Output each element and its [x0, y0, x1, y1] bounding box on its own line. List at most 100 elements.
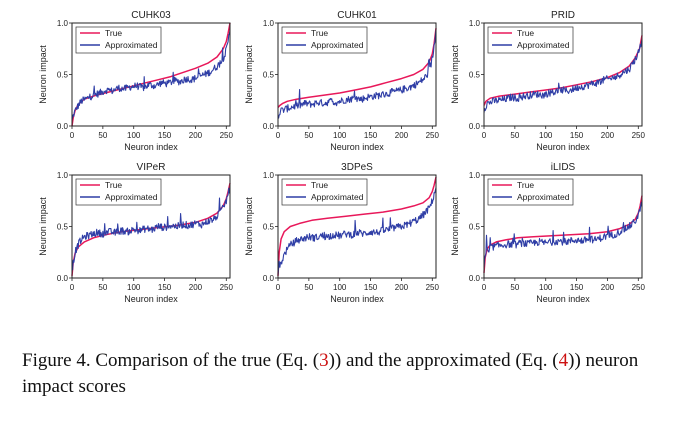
x-axis-label: Neuron index [330, 294, 384, 304]
x-tick-label: 0 [70, 283, 75, 292]
x-tick-label: 150 [364, 283, 378, 292]
series-line-approximated [483, 39, 643, 113]
subplot-cuhk01: CUHK01 0 50 100 150 200 250 0.0 0.5 1.0 Neuron ind… [244, 10, 440, 152]
y-tick-label: 0.0 [57, 274, 69, 283]
series-line-approximated [71, 30, 231, 120]
x-tick-label: 100 [127, 283, 141, 292]
plot-frame [277, 22, 437, 127]
x-tick-label: 200 [189, 283, 203, 292]
y-tick-label: 1.0 [263, 19, 275, 28]
legend-box [487, 178, 574, 206]
legend: True Approximated [281, 26, 368, 54]
legend-label: Approximated [311, 192, 364, 202]
y-tick-label: 0.5 [469, 71, 481, 80]
y-tick-label: 1.0 [469, 19, 481, 28]
x-axis-label: Neuron index [536, 142, 590, 152]
legend-label: True [105, 180, 122, 190]
x-tick-label: 50 [510, 283, 519, 292]
x-tick-label: 50 [304, 131, 313, 140]
x-tick-label: 200 [601, 131, 615, 140]
x-tick-label: 200 [601, 283, 615, 292]
legend-box [281, 178, 368, 206]
y-tick-label: 0.5 [263, 71, 275, 80]
figure-grid: CUHK03 0 50 100 150 200 250 0.0 0.5 1.0 Neuron ind… [38, 10, 646, 304]
plot-frame [483, 22, 643, 127]
legend: True Approximated [281, 178, 368, 206]
legend-label: Approximated [517, 192, 570, 202]
subplot-ilids: iLIDS 0 50 100 150 200 250 0.0 0.5 1.0 Neuron inde… [450, 162, 646, 304]
plot-frame [483, 174, 643, 279]
equation-ref-3[interactable]: 3 [319, 350, 329, 371]
x-tick-label: 250 [632, 283, 646, 292]
x-tick-label: 100 [127, 131, 141, 140]
x-tick-label: 200 [395, 283, 409, 292]
caption-middle: )) and the approximated (Eq. ( [328, 350, 559, 371]
x-tick-label: 150 [158, 131, 172, 140]
y-axis-label: Neuron impact [38, 197, 48, 256]
subplot-cuhk03: CUHK03 0 50 100 150 200 250 0.0 0.5 1.0 Neuron ind… [38, 10, 234, 152]
legend-label: Approximated [105, 40, 158, 50]
legend-box [281, 26, 368, 54]
legend-box [75, 26, 162, 54]
y-tick-label: 1.0 [263, 171, 275, 180]
y-axis-label: Neuron impact [38, 45, 48, 104]
equation-ref-4[interactable]: 4 [558, 350, 569, 371]
legend-label: True [517, 28, 534, 38]
legend-label: Approximated [105, 192, 158, 202]
y-axis-label: Neuron impact [244, 197, 254, 256]
x-tick-label: 100 [333, 131, 347, 140]
subplot-viper: VIPeR 0 50 100 150 200 250 0.0 0.5 1.0 Neuron inde… [38, 162, 234, 304]
series-line-approximated [483, 201, 643, 268]
x-tick-label: 150 [158, 283, 172, 292]
legend-label: Approximated [517, 40, 570, 50]
y-tick-label: 0.5 [57, 223, 69, 232]
y-axis-label: Neuron impact [450, 197, 460, 256]
x-tick-label: 0 [482, 283, 487, 292]
legend: True Approximated [487, 26, 574, 54]
subplot-3dpes: 3DPeS 0 50 100 150 200 250 0.0 0.5 1.0 Neuron inde… [244, 162, 440, 304]
x-axis-label: Neuron index [330, 142, 384, 152]
subplot-title: 3DPeS [341, 162, 373, 173]
x-tick-label: 250 [426, 283, 440, 292]
series-line-approximated [277, 28, 437, 119]
y-tick-label: 0.0 [263, 274, 275, 283]
subplot-title: iLIDS [551, 162, 576, 173]
legend-box [75, 178, 162, 206]
x-tick-label: 0 [276, 131, 281, 140]
x-tick-label: 0 [276, 283, 281, 292]
x-tick-label: 50 [98, 283, 107, 292]
x-tick-label: 100 [539, 131, 553, 140]
legend-label: True [311, 180, 328, 190]
y-tick-label: 1.0 [469, 171, 481, 180]
x-axis-label: Neuron index [124, 142, 178, 152]
y-tick-label: 0.0 [263, 122, 275, 131]
x-tick-label: 250 [220, 131, 234, 140]
y-tick-label: 0.5 [263, 223, 275, 232]
x-tick-label: 250 [220, 283, 234, 292]
y-axis-label: Neuron impact [450, 45, 460, 104]
subplot-prid: PRID 0 50 100 150 200 250 0.0 0.5 1.0 Neuron index… [450, 10, 646, 152]
y-tick-label: 0.5 [57, 71, 69, 80]
x-tick-label: 150 [570, 131, 584, 140]
legend: True Approximated [75, 178, 162, 206]
x-tick-label: 250 [426, 131, 440, 140]
y-axis-label: Neuron impact [244, 45, 254, 104]
legend-box [487, 26, 574, 54]
x-axis-label: Neuron index [124, 294, 178, 304]
x-axis-label: Neuron index [536, 294, 590, 304]
y-tick-label: 1.0 [57, 171, 69, 180]
legend-label: True [517, 180, 534, 190]
y-tick-label: 0.0 [469, 274, 481, 283]
y-tick-label: 0.0 [469, 122, 481, 131]
subplot-title: CUHK03 [131, 10, 171, 21]
x-tick-label: 200 [189, 131, 203, 140]
legend-label: Approximated [311, 40, 364, 50]
x-tick-label: 50 [510, 131, 519, 140]
figure-caption: Figure 4. Comparison of the true (Eq. (3… [22, 348, 667, 400]
y-tick-label: 1.0 [57, 19, 69, 28]
x-tick-label: 50 [304, 283, 313, 292]
caption-suffix: )) neuron impact scores [22, 350, 639, 397]
x-tick-label: 0 [70, 131, 75, 140]
subplot-title: CUHK01 [337, 10, 377, 21]
subplot-title: VIPeR [137, 162, 166, 173]
